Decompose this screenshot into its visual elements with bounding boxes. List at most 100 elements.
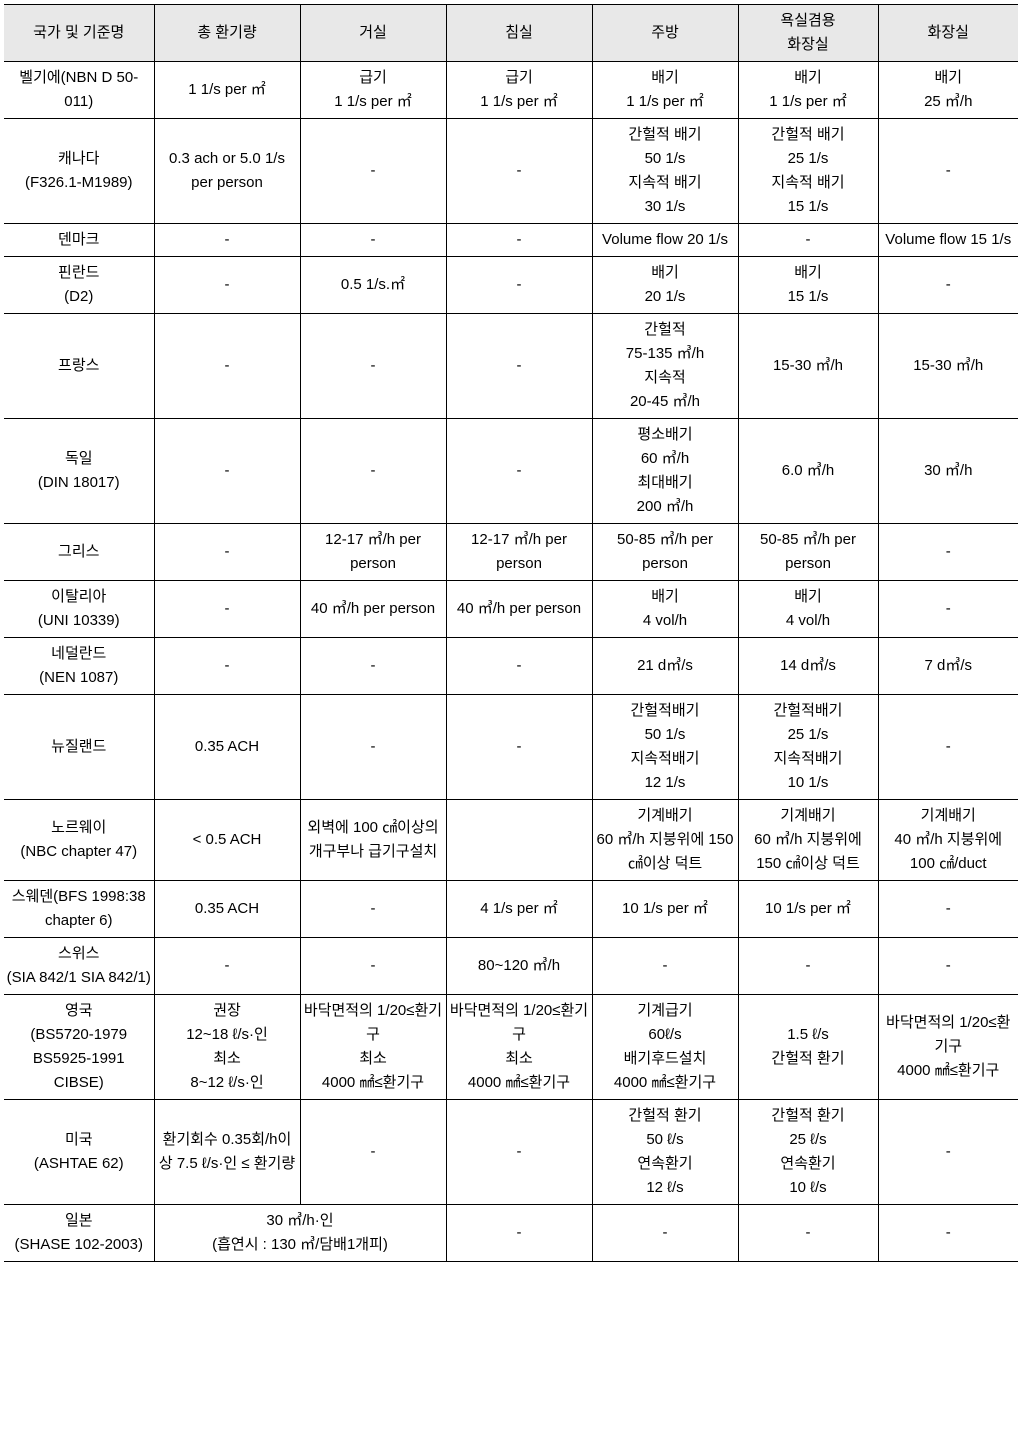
cell: 배기4 vol/h [738, 581, 878, 638]
cell: - [878, 524, 1018, 581]
cell: 기계배기60 ㎥/h 지붕위에 150 ㎠이상 덕트 [592, 800, 738, 881]
table-body: 벨기에(NBN D 50-011)1 1/s per ㎡급기1 1/s per … [4, 62, 1018, 1262]
cell: - [446, 1100, 592, 1205]
cell: 12-17 ㎥/h per person [446, 524, 592, 581]
cell: - [446, 695, 592, 800]
cell: 독일(DIN 18017) [4, 419, 154, 524]
cell: < 0.5 ACH [154, 800, 300, 881]
cell: 노르웨이(NBC chapter 47) [4, 800, 154, 881]
cell: - [154, 638, 300, 695]
cell: - [300, 1100, 446, 1205]
table-row: 영국(BS5720-1979 BS5925-1991 CIBSE)권장12~18… [4, 995, 1018, 1100]
cell: 6.0 ㎥/h [738, 419, 878, 524]
cell: - [878, 938, 1018, 995]
table-row: 스위스(SIA 842/1 SIA 842/1)--80~120 ㎥/h--- [4, 938, 1018, 995]
cell: 간헐적배기25 1/s지속적배기10 1/s [738, 695, 878, 800]
table-row: 그리스 - 12-17 ㎥/h per person12-17 ㎥/h per pe… [4, 524, 1018, 581]
table-row: 노르웨이(NBC chapter 47)< 0.5 ACH외벽에 100 ㎠이상… [4, 800, 1018, 881]
cell: 외벽에 100 ㎠이상의 개구부나 급기구설치 [300, 800, 446, 881]
cell: 0.35 ACH [154, 695, 300, 800]
cell: 핀란드(D2) [4, 257, 154, 314]
cell: - [446, 224, 592, 257]
cell: - [154, 419, 300, 524]
cell: - [300, 314, 446, 419]
cell: 스위스(SIA 842/1 SIA 842/1) [4, 938, 154, 995]
cell: 권장12~18 ℓ/s·인최소8~12 ℓ/s·인 [154, 995, 300, 1100]
cell: 그리스 [4, 524, 154, 581]
cell: 0.3 ach or 5.0 1/s per person [154, 119, 300, 224]
cell: - [446, 419, 592, 524]
cell: 기계배기60 ㎥/h 지붕위에 150 ㎠이상 덕트 [738, 800, 878, 881]
cell: - [154, 257, 300, 314]
cell: 기계배기40 ㎥/h 지붕위에 100 ㎠/duct [878, 800, 1018, 881]
cell: 1 1/s per ㎡ [154, 62, 300, 119]
cell [446, 800, 592, 881]
cell: - [592, 938, 738, 995]
cell: 12-17 ㎥/h per person [300, 524, 446, 581]
ventilation-standards-table: 국가 및 기준명 총 환기량 거실 침실 주방 욕실겸용화장실 화장실 벨기에(… [4, 4, 1018, 1262]
cell: 배기1 1/s per ㎡ [738, 62, 878, 119]
cell: - [738, 224, 878, 257]
cell: - [878, 1205, 1018, 1262]
cell: 배기4 vol/h [592, 581, 738, 638]
cell: 영국(BS5720-1979 BS5925-1991 CIBSE) [4, 995, 154, 1100]
cell: 급기1 1/s per ㎡ [446, 62, 592, 119]
col-kitchen: 주방 [592, 5, 738, 62]
cell: - [592, 1205, 738, 1262]
cell: 50-85 ㎥/h per person [738, 524, 878, 581]
cell: - [878, 695, 1018, 800]
cell: 바닥면적의 1/20≤환기구4000 ㎟≤환기구 [878, 995, 1018, 1100]
table-row: 뉴질랜드0.35 ACH--간헐적배기50 1/s지속적배기12 1/s간헐적배… [4, 695, 1018, 800]
cell: - [300, 695, 446, 800]
cell: 미국(ASHTAE 62) [4, 1100, 154, 1205]
cell: - [300, 881, 446, 938]
table-row: 핀란드(D2)-0.5 1/s.㎡-배기20 1/s배기15 1/s- [4, 257, 1018, 314]
cell: Volume flow 20 1/s [592, 224, 738, 257]
cell: - [154, 224, 300, 257]
cell: 뉴질랜드 [4, 695, 154, 800]
cell: - [738, 938, 878, 995]
cell: 간헐적 배기25 1/s지속적 배기15 1/s [738, 119, 878, 224]
table-row: 덴마크---Volume flow 20 1/s-Volume flow 15 … [4, 224, 1018, 257]
cell: 바닥면적의 1/20≤환기구최소4000 ㎟≤환기구 [300, 995, 446, 1100]
cell: 0.35 ACH [154, 881, 300, 938]
cell: - [878, 581, 1018, 638]
cell: - [446, 638, 592, 695]
cell: 간헐적 배기50 1/s지속적 배기30 1/s [592, 119, 738, 224]
cell: 이탈리아(UNI 10339) [4, 581, 154, 638]
table-row: 프랑스---간헐적75-135 ㎥/h지속적20-45 ㎥/h15-30 ㎥/h… [4, 314, 1018, 419]
cell: 기계급기60ℓ/s배기후드설치4000 ㎟≤환기구 [592, 995, 738, 1100]
cell: - [446, 314, 592, 419]
cell: - [738, 1205, 878, 1262]
cell: 평소배기60 ㎥/h최대배기200 ㎥/h [592, 419, 738, 524]
table-row: 네덜란드(NEN 1087)---21 d㎥/s14 d㎥/s7 d㎥/s [4, 638, 1018, 695]
table-row: 독일(DIN 18017)---평소배기60 ㎥/h최대배기200 ㎥/h6.0… [4, 419, 1018, 524]
col-toilet: 화장실 [878, 5, 1018, 62]
cell: 간헐적75-135 ㎥/h지속적20-45 ㎥/h [592, 314, 738, 419]
col-bath: 욕실겸용화장실 [738, 5, 878, 62]
cell: - [878, 1100, 1018, 1205]
table-row: 캐나다(F326.1-M1989)0.3 ach or 5.0 1/s per … [4, 119, 1018, 224]
cell: 21 d㎥/s [592, 638, 738, 695]
cell: - [878, 257, 1018, 314]
cell: 배기1 1/s per ㎡ [592, 62, 738, 119]
col-living: 거실 [300, 5, 446, 62]
cell: - [878, 119, 1018, 224]
cell: - [300, 638, 446, 695]
cell: 네덜란드(NEN 1087) [4, 638, 154, 695]
cell: 배기20 1/s [592, 257, 738, 314]
cell: 40 ㎥/h per person [446, 581, 592, 638]
cell: 50-85 ㎥/h per person [592, 524, 738, 581]
cell: 10 1/s per ㎡ [592, 881, 738, 938]
cell: - [154, 314, 300, 419]
cell: - [446, 119, 592, 224]
cell: - [300, 224, 446, 257]
cell: 80~120 ㎥/h [446, 938, 592, 995]
col-total: 총 환기량 [154, 5, 300, 62]
cell: 프랑스 [4, 314, 154, 419]
col-country: 국가 및 기준명 [4, 5, 154, 62]
table-header: 국가 및 기준명 총 환기량 거실 침실 주방 욕실겸용화장실 화장실 [4, 5, 1018, 62]
cell: 간헐적 환기50 ℓ/s연속환기12 ℓ/s [592, 1100, 738, 1205]
cell: 4 1/s per ㎡ [446, 881, 592, 938]
cell: 간헐적 환기25 ℓ/s연속환기10 ℓ/s [738, 1100, 878, 1205]
